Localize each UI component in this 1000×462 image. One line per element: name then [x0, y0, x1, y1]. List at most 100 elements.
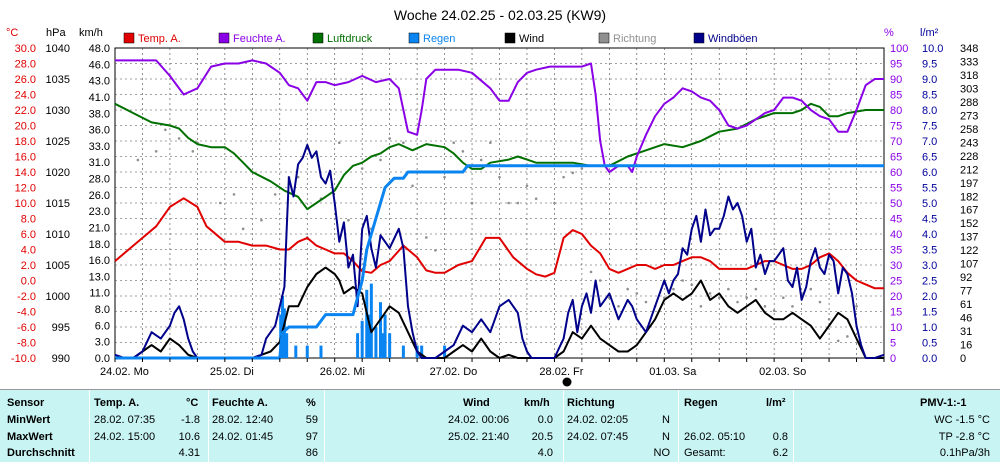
- direction-point: [672, 287, 675, 291]
- dir-tick: 318: [960, 70, 978, 82]
- dir-tick: 288: [960, 97, 978, 109]
- direction-point: [136, 158, 140, 162]
- dir-tick: 46: [960, 313, 972, 325]
- rain-tick: 8.0: [922, 105, 937, 117]
- direction-point: [745, 296, 748, 300]
- wind-tick: 31.0: [89, 157, 110, 169]
- dir-tick: 228: [960, 151, 978, 163]
- direction-point: [337, 141, 341, 145]
- direction-point: [470, 201, 474, 205]
- dir-tick: 152: [960, 218, 978, 230]
- direction-point: [525, 184, 529, 188]
- direction-point: [580, 167, 584, 170]
- hum-tick: 40: [890, 229, 902, 241]
- wind-tick: 28.0: [89, 174, 110, 186]
- dir-tick: 167: [960, 205, 978, 217]
- direction-point: [452, 141, 456, 145]
- direction-point: [260, 218, 263, 222]
- direction-point: [411, 184, 414, 188]
- direction-point: [763, 305, 767, 308]
- rain-bar: [360, 320, 364, 358]
- legend-label: Wind: [519, 33, 544, 45]
- direction-point: [571, 171, 575, 175]
- dir-tick: 197: [960, 178, 978, 190]
- rain-bar: [369, 283, 373, 358]
- hum-tick: 80: [890, 105, 902, 117]
- rain-bar: [281, 296, 285, 358]
- header-rain-unit: l/m²: [766, 397, 786, 409]
- temp-tick: 26.0: [15, 74, 36, 86]
- wind-tick: 0.0: [95, 353, 110, 365]
- legend-swatch: [504, 32, 516, 44]
- wind-max-time: 25.02. 21:40: [448, 431, 510, 443]
- hum-unit: %: [884, 27, 894, 39]
- hum-tick: 5: [890, 338, 896, 350]
- temp-tick: 4.0: [21, 245, 36, 257]
- rain-bar: [356, 333, 360, 358]
- hum-tick: 90: [890, 74, 902, 86]
- temp-tick: 0.0: [21, 276, 36, 288]
- rain-tick: 1.0: [922, 322, 937, 334]
- rain-bar: [285, 333, 289, 358]
- dir-tick: 61: [960, 299, 972, 311]
- wind-tick: 16.0: [89, 255, 110, 267]
- hum-tick: 20: [890, 291, 902, 303]
- dir-min-time: 24.02. 02:05: [567, 414, 629, 426]
- direction-point: [489, 141, 492, 145]
- x-day-label: 01.03. Sa: [649, 366, 697, 378]
- direction-point: [424, 236, 428, 239]
- pmv-pressure-trend: 0.1hPa/3h: [939, 447, 990, 459]
- temp-tick: 24.0: [15, 90, 36, 102]
- direction-point: [626, 287, 629, 291]
- legend-label: Regen: [423, 33, 455, 45]
- temp-max: 10.6: [178, 431, 200, 443]
- temp-tick: 8.0: [21, 214, 36, 226]
- hum-tick: 85: [890, 90, 902, 102]
- wind-tick: 33.0: [89, 141, 110, 153]
- rain-bar: [319, 345, 323, 358]
- x-day-label: 25.02. Di: [210, 366, 254, 378]
- rain-tick: 4.5: [922, 214, 937, 226]
- rain-tick: 3.5: [922, 245, 937, 257]
- rain-max-time: 26.02. 05:10: [684, 431, 746, 443]
- wind-tick: 23.0: [89, 206, 110, 218]
- rain-tick: 4.0: [922, 229, 937, 241]
- wind-tick: 26.0: [89, 190, 110, 202]
- wind-tick: 8.0: [95, 304, 110, 316]
- direction-point: [635, 292, 639, 295]
- rain-bar: [374, 327, 378, 358]
- legend-swatch: [693, 32, 705, 44]
- direction-point: [818, 300, 822, 304]
- x-day-label: 28.02. Fr: [539, 366, 583, 378]
- header-hum: Feuchte A.: [212, 397, 268, 409]
- wind-unit: km/h: [79, 27, 103, 39]
- hum-tick: 65: [890, 152, 902, 164]
- temp-tick: -10.0: [11, 353, 36, 365]
- temp-tick: 18.0: [15, 136, 36, 148]
- hum-tick: 60: [890, 167, 902, 179]
- rain-tick: 6.0: [922, 167, 937, 179]
- wind-tick: 38.0: [89, 108, 110, 120]
- rain-bar: [383, 314, 387, 358]
- dir-tick: 182: [960, 191, 978, 203]
- hum-avg: 86: [305, 447, 318, 459]
- direction-point: [754, 287, 758, 291]
- legend-swatch: [408, 32, 420, 44]
- chart-legend: Temp. A. Feuchte A. Luftdruck Regen Wind Rich…: [123, 32, 758, 45]
- temp-min: -1.8: [181, 414, 200, 426]
- direction-point: [360, 167, 364, 170]
- rain-tick: 10.0: [922, 43, 943, 55]
- direction-point: [681, 279, 684, 282]
- x-day-label: 24.02. Mo: [100, 366, 149, 378]
- series-wind: [115, 266, 884, 359]
- direction-point: [164, 128, 167, 132]
- temp-tick: 28.0: [15, 59, 36, 71]
- dir-tick: 31: [960, 326, 972, 338]
- stats-panel: Sensor Temp. A. °C Feuchte A. % Wind km/…: [0, 389, 1000, 462]
- temp-tick: -8.0: [17, 338, 36, 350]
- series-lines: [114, 59, 885, 360]
- rain-bar: [365, 289, 369, 358]
- dir-tick: 303: [960, 83, 978, 95]
- rain-bar: [401, 345, 405, 358]
- dir-tick: 273: [960, 110, 978, 122]
